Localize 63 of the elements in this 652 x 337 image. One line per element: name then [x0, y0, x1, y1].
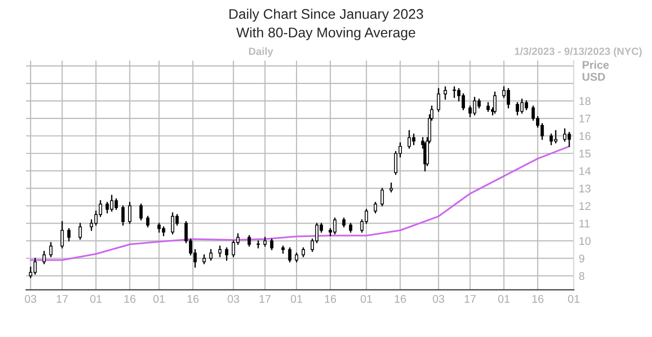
x-tick-label: 16 — [532, 294, 544, 303]
candlestick — [256, 240, 260, 248]
candlestick — [218, 245, 222, 258]
x-tick-label: 01 — [568, 294, 580, 303]
candlestick — [288, 247, 292, 262]
x-tick-label: 03 — [228, 294, 240, 303]
text: 1/3/2023 - 9/13/2023 (NYC) — [514, 47, 642, 58]
chart-title: Daily Chart Since January 2023 — [229, 8, 424, 22]
candlestick — [67, 228, 71, 242]
x-tick-label: 03 — [432, 294, 444, 303]
candlestick — [436, 88, 440, 112]
candlestick — [49, 242, 53, 258]
x-tick-label: 03 — [24, 294, 36, 303]
candlestick — [139, 203, 143, 220]
candlestick — [516, 102, 520, 116]
x-tick-label: 16 — [124, 294, 136, 303]
candlestick — [374, 202, 378, 214]
x-tick-label: 01 — [498, 294, 510, 303]
y-tick-label: 16 — [579, 132, 590, 140]
candlestick — [472, 96, 476, 116]
candlestick — [225, 247, 228, 261]
candlestick — [33, 258, 37, 275]
x-tick-label: 17 — [260, 295, 271, 303]
candlestick — [60, 220, 64, 248]
candlestick — [121, 205, 125, 226]
candlestick — [232, 240, 236, 258]
candlestick — [248, 234, 251, 247]
candlestick — [78, 222, 82, 240]
candlestick — [128, 202, 132, 224]
candlestick — [270, 238, 274, 250]
candlestick — [42, 250, 46, 264]
candlestick — [380, 188, 384, 206]
x-tick-label: 17 — [464, 295, 476, 303]
candlestick — [506, 88, 510, 109]
y-tick-label: 18 — [579, 97, 590, 106]
x-tick-label: 01 — [153, 294, 165, 303]
y-tick-label: 11 — [579, 220, 590, 228]
line-series — [30, 146, 570, 261]
candlestick — [146, 216, 150, 228]
x-tick-label: 16 — [394, 294, 406, 303]
y-tick-label: 15 — [579, 150, 591, 158]
y-tick-label: 10 — [579, 237, 591, 245]
text: Daily — [249, 47, 274, 58]
candlestick — [390, 182, 393, 192]
x-tick-label: 17 — [56, 295, 68, 303]
y-tick-label: 13 — [579, 184, 590, 192]
candlestick — [493, 92, 497, 114]
x-tick-label: 01 — [360, 294, 372, 303]
x-tick-label: 16 — [188, 294, 199, 303]
candlestick — [170, 212, 174, 234]
chart-subtitle: With 80-Day Moving Average — [236, 27, 416, 40]
y-tick-label: 9 — [579, 254, 584, 262]
y-tick-label: 14 — [579, 167, 591, 175]
y-axis-title: Price USD — [582, 60, 609, 81]
x-tick-label: 16 — [325, 294, 336, 303]
candlestick — [444, 86, 447, 100]
y-tick-label: 12 — [579, 202, 590, 210]
candlestick — [520, 98, 524, 114]
x-tick-label: 01 — [290, 294, 302, 303]
x-tick-label: 01 — [90, 294, 102, 303]
y-tick-label: 8 — [579, 272, 584, 280]
y-tick-label: 17 — [579, 114, 590, 122]
candlestick — [209, 248, 213, 261]
